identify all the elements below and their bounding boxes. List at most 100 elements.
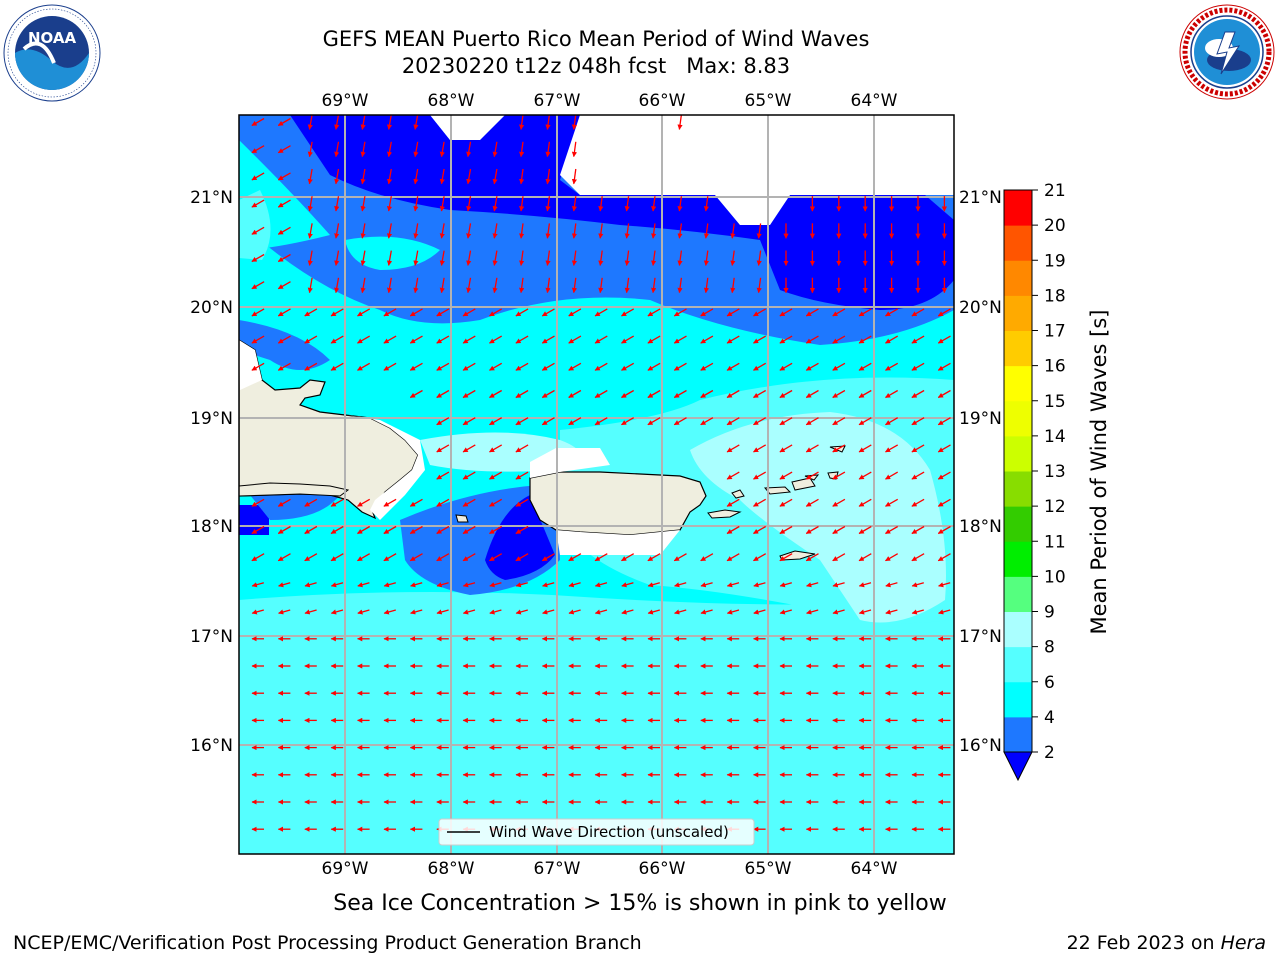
lon-label-top: 66°W <box>639 91 686 111</box>
wind-wave-arrow <box>489 444 503 453</box>
wind-wave-arrow <box>779 553 793 562</box>
wind-wave-arrow <box>858 471 872 480</box>
wind-wave-arrow <box>409 389 423 399</box>
wind-wave-arrow <box>413 141 419 158</box>
wind-wave-arrow <box>571 168 578 185</box>
wind-wave-arrow <box>357 553 371 562</box>
wind-wave-arrow <box>700 609 713 615</box>
wind-wave-arrow <box>598 277 604 294</box>
lon-label-top: 65°W <box>745 91 792 111</box>
wind-wave-arrow <box>911 335 925 344</box>
wind-wave-arrow <box>360 196 366 212</box>
wind-wave-arrow <box>756 223 762 239</box>
wind-wave-arrow <box>885 308 899 317</box>
wind-wave-arrow <box>251 582 264 588</box>
legend: Wind Wave Direction (unscaled) <box>438 818 755 846</box>
wind-wave-arrow <box>278 609 291 615</box>
wind-wave-arrow <box>885 609 898 615</box>
colorbar-tick-label: 11 <box>1044 532 1066 552</box>
colorbar-segment <box>1004 295 1032 331</box>
wind-wave-arrow <box>462 362 476 371</box>
colorbar-tick-label: 15 <box>1044 392 1066 412</box>
wind-wave-arrow <box>885 362 899 371</box>
lat-label-right: 18°N <box>959 517 1002 537</box>
wind-wave-arrow <box>858 582 872 588</box>
wind-wave-arrow <box>383 498 397 507</box>
wind-wave-arrow <box>621 389 635 399</box>
wind-wave-arrow <box>383 609 396 615</box>
wind-wave-arrow <box>334 141 340 158</box>
lon-label-top: 67°W <box>534 91 581 111</box>
wind-wave-arrow <box>911 498 925 507</box>
wind-wave-arrow <box>307 196 313 212</box>
wind-wave-arrow <box>462 498 476 507</box>
wind-wave-arrow <box>858 417 872 426</box>
sea-ice-note: Sea Ice Concentration > 15% is shown in … <box>333 891 947 916</box>
wind-wave-arrow <box>330 498 344 507</box>
wind-wave-arrow <box>937 362 951 371</box>
wind-wave-arrow <box>832 525 846 535</box>
wind-wave-arrow <box>726 417 740 426</box>
wind-wave-arrow <box>753 553 767 562</box>
wind-wave-arrow <box>832 553 846 562</box>
wind-wave-arrow <box>805 308 819 317</box>
lon-label-bottom: 68°W <box>428 859 475 879</box>
wind-wave-arrow <box>436 553 450 562</box>
wind-wave-arrow <box>409 335 423 344</box>
wind-wave-arrow <box>307 115 313 130</box>
wind-wave-arrow <box>489 471 503 480</box>
wind-wave-arrow <box>357 362 371 371</box>
wind-wave-arrow <box>519 196 525 212</box>
wind-wave-arrow <box>726 444 740 453</box>
wind-wave-arrow <box>858 498 872 507</box>
wind-wave-arrow <box>436 525 450 535</box>
wind-wave-arrow <box>568 417 582 426</box>
wind-wave-arrow <box>937 308 951 317</box>
wind-wave-arrow <box>330 308 344 317</box>
lat-label-left: 20°N <box>190 298 233 318</box>
wind-wave-arrow <box>383 553 397 562</box>
wind-wave-arrow <box>492 196 498 212</box>
wind-wave-arrow <box>568 308 582 317</box>
wind-wave-arrow <box>911 417 925 426</box>
wind-wave-arrow <box>304 308 318 317</box>
wind-wave-arrow <box>805 444 819 453</box>
wind-wave-arrow <box>515 444 529 453</box>
wind-wave-arrow <box>753 417 767 426</box>
wind-wave-arrow <box>466 196 472 212</box>
wind-wave-arrow <box>677 196 683 212</box>
wind-wave-arrow <box>251 145 265 154</box>
wind-wave-arrow <box>568 335 582 344</box>
wind-wave-arrow <box>674 582 687 588</box>
wind-wave-arrow <box>439 168 445 185</box>
wind-wave-arrow <box>647 417 661 426</box>
wind-wave-arrow <box>386 223 393 239</box>
wind-wave-arrow <box>651 250 657 266</box>
wind-wave-arrow <box>806 609 819 615</box>
wind-wave-arrow <box>330 582 344 588</box>
wind-wave-arrow <box>858 389 872 399</box>
wind-wave-arrow <box>519 115 525 130</box>
wind-wave-arrow <box>462 609 476 615</box>
wind-wave-arrow <box>885 471 899 480</box>
wind-wave-arrow <box>492 250 498 266</box>
wind-wave-arrow <box>357 335 371 344</box>
lat-label-right: 16°N <box>959 736 1002 756</box>
wind-wave-arrow <box>806 582 819 588</box>
wind-wave-arrow <box>937 389 951 399</box>
wind-wave-arrow <box>439 141 445 158</box>
wind-wave-arrow <box>466 141 472 158</box>
wind-wave-arrow <box>436 335 450 344</box>
period-8-9-zone-mid <box>239 591 954 640</box>
wind-wave-arrow <box>519 223 525 239</box>
wind-wave-arrow <box>885 444 899 453</box>
wind-wave-arrow <box>832 335 846 344</box>
wind-wave-arrow <box>647 308 661 317</box>
wind-wave-arrow <box>489 362 503 371</box>
wind-wave-arrow <box>489 308 503 317</box>
wind-wave-arrow <box>779 498 793 507</box>
wind-wave-arrow <box>360 277 366 294</box>
wind-wave-arrow <box>330 335 344 344</box>
wind-wave-arrow <box>436 389 450 399</box>
colorbar-tick-label: 16 <box>1044 357 1066 377</box>
